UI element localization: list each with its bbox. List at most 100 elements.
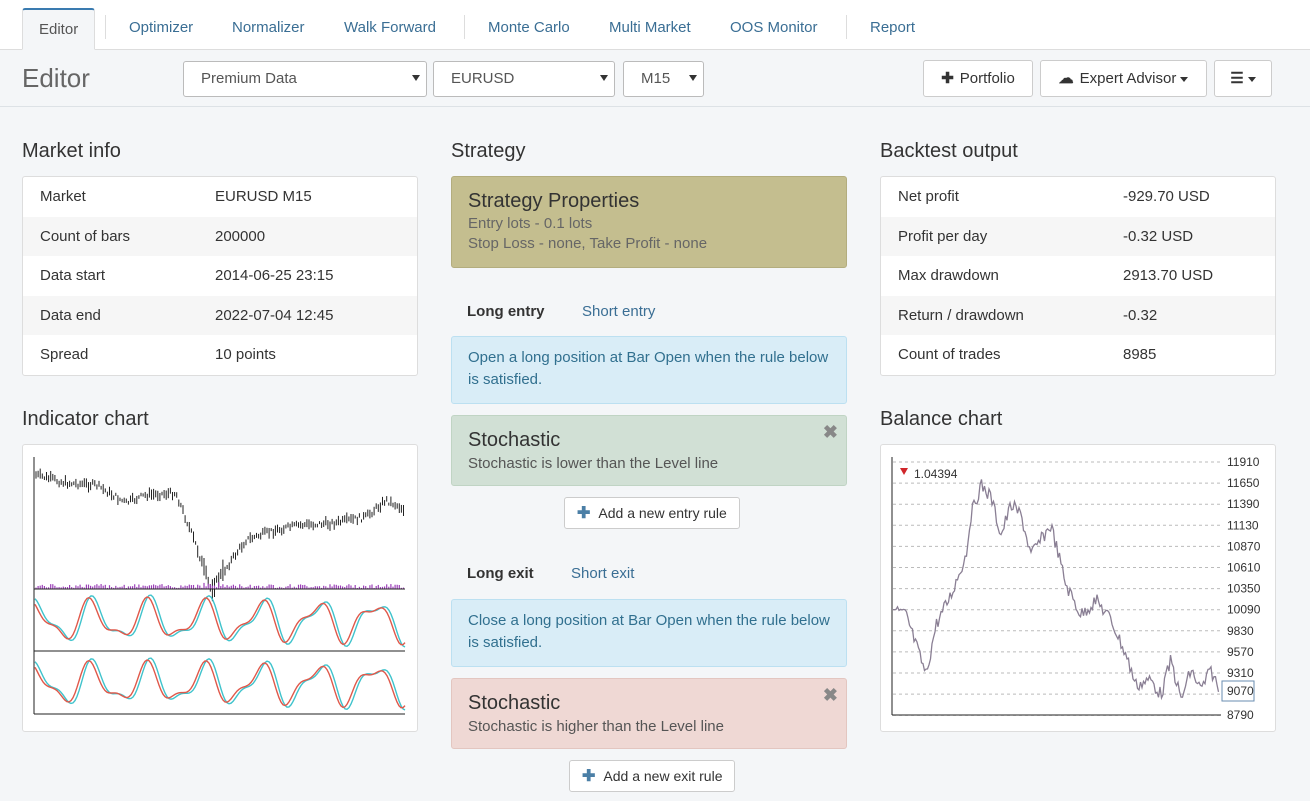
tab-divider [105, 15, 106, 39]
tab-editor[interactable]: Editor [22, 8, 96, 50]
y-tick-label: 10870 [1227, 539, 1261, 553]
close-icon[interactable]: ✖ [822, 685, 838, 705]
market-info-heading: Market info [22, 140, 121, 162]
table-row: Count of bars 200000 [23, 216, 417, 256]
data-source-select[interactable]: Premium Data [183, 61, 427, 97]
y-tick-label: 8790 [1227, 708, 1254, 722]
entry-rule-panel[interactable]: Stochastic Stochastic is lower than the … [451, 415, 847, 486]
main-nav: Editor Optimizer Normalizer Walk Forward… [0, 0, 1310, 50]
balance-chart[interactable]: 1.04394 11910 11650 11390 11130 10870 10610 10… [880, 444, 1276, 732]
current-value-box [1221, 680, 1255, 702]
plus-icon: ✚ [941, 70, 954, 87]
table-row: Profit per day -0.32 USD [881, 216, 1275, 256]
row-key: Return / drawdown [898, 306, 1024, 324]
balance-gridlines [893, 461, 1221, 716]
chevron-down-icon [1247, 76, 1256, 82]
cloud-download-icon: ☁ [1058, 70, 1074, 87]
hamburger-icon: ☰ [1230, 70, 1244, 87]
table-row: Count of trades 8985 [881, 335, 1275, 375]
tab-walk-forward[interactable]: Walk Forward [344, 19, 436, 36]
chevron-down-icon [689, 75, 697, 81]
table-row: Market EURUSD M15 [23, 177, 417, 217]
page-title: Editor [22, 63, 90, 93]
main-menu-button[interactable]: ☰ [1214, 60, 1272, 97]
entry-info-panel: Open a long position at Bar Open when th… [451, 336, 847, 404]
table-row: Data end 2022-07-04 12:45 [23, 295, 417, 335]
tab-optimizer[interactable]: Optimizer [129, 19, 194, 36]
tab-normalizer[interactable]: Normalizer [232, 19, 305, 36]
row-key: Max drawdown [898, 267, 999, 284]
entry-rule-title: Stochastic [468, 429, 561, 451]
tab-long-entry[interactable]: Long entry [467, 303, 545, 320]
row-key: Data end [40, 306, 101, 324]
row-value: -0.32 [1123, 306, 1158, 324]
expert-advisor-label: Expert Advisor [1079, 70, 1177, 87]
indicator-chart[interactable] [22, 444, 418, 732]
current-value-label: 9070 [1227, 684, 1254, 698]
row-value: 200000 [215, 227, 266, 245]
table-row: Data start 2014-06-25 23:15 [23, 256, 417, 296]
table-row: Max drawdown 2913.70 USD [881, 256, 1275, 296]
market-info-table: Market EURUSD M15 Count of bars 200000 Dat… [22, 176, 418, 376]
row-value: 8985 [1123, 346, 1157, 363]
symbol-value: EURUSD [451, 70, 515, 87]
row-value: 10 points [215, 346, 276, 363]
symbol-select[interactable]: EURUSD [433, 61, 615, 97]
chevron-down-icon [600, 75, 608, 81]
stochastic-main-line [34, 596, 406, 646]
balance-marker-value: 1.04394 [914, 467, 958, 481]
add-exit-rule-label: Add a new exit rule [603, 768, 723, 784]
exit-rule-description: Stochastic is higher than the Level line [468, 718, 724, 735]
close-icon[interactable]: ✖ [822, 422, 838, 442]
row-value: -929.70 USD [1123, 188, 1210, 205]
tab-report[interactable]: Report [870, 19, 916, 36]
row-value: -0.32 USD [1123, 227, 1194, 245]
plus-icon: ✚ [577, 505, 591, 522]
tab-oos-monitor[interactable]: OOS Monitor [730, 19, 818, 36]
balance-chart-canvas: 1.04394 11910 11650 11390 11130 10870 10610 10… [891, 455, 1261, 722]
row-key: Data start [40, 267, 106, 284]
row-value: 2913.70 USD [1123, 267, 1214, 284]
row-key: Net profit [898, 188, 959, 205]
tab-monte-carlo[interactable]: Monte Carlo [488, 19, 570, 36]
period-value: M15 [641, 70, 671, 87]
add-entry-rule-button[interactable]: ✚ Add a new entry rule [564, 497, 740, 529]
add-exit-rule-button[interactable]: ✚ Add a new exit rule [569, 760, 736, 792]
exit-info-text: Close a long position at Bar Open when t… [468, 612, 830, 651]
row-key: Profit per day [898, 227, 988, 245]
tab-divider [464, 15, 465, 39]
tab-multi-market[interactable]: Multi Market [609, 19, 691, 36]
y-tick-label: 11130 [1227, 518, 1259, 532]
tab-short-exit[interactable]: Short exit [571, 565, 635, 582]
volume-bars [35, 582, 405, 589]
row-value: 2014-06-25 23:15 [215, 267, 334, 284]
backtest-heading: Backtest output [880, 140, 1018, 162]
triangle-down-icon [900, 468, 908, 475]
expert-advisor-button[interactable]: ☁ Expert Advisor [1040, 60, 1207, 97]
balance-y-ticks: 11910 11650 11390 11130 10870 10610 10350 10090… [1227, 455, 1261, 722]
y-tick-label: 11390 [1227, 497, 1260, 511]
y-tick-label: 10090 [1227, 603, 1261, 617]
tab-long-exit[interactable]: Long exit [467, 565, 534, 582]
exit-info-panel: Close a long position at Bar Open when t… [451, 599, 847, 667]
portfolio-button[interactable]: ✚ Portfolio [923, 60, 1033, 97]
chevron-down-icon [1180, 76, 1189, 82]
tab-short-entry[interactable]: Short entry [582, 303, 656, 320]
y-tick-label: 11910 [1227, 455, 1260, 469]
balance-line [892, 479, 1220, 701]
exit-rule-title: Stochastic [468, 692, 561, 714]
toolbar: Editor Premium Data EURUSD M15 ✚ Portfoli… [0, 50, 1310, 107]
tab-divider [846, 15, 847, 39]
stochastic-signal-line [34, 657, 406, 711]
row-key: Spread [40, 346, 89, 363]
price-bars [35, 468, 404, 602]
exit-rule-panel[interactable]: Stochastic Stochastic is higher than the… [451, 678, 847, 749]
table-row: Return / drawdown -0.32 [881, 295, 1275, 335]
balance-chart-heading: Balance chart [880, 408, 1003, 430]
row-value: 2022-07-04 12:45 [215, 306, 334, 324]
y-tick-label: 10610 [1227, 561, 1261, 575]
period-select[interactable]: M15 [623, 61, 704, 97]
strategy-properties-panel[interactable]: Strategy Properties Entry lots - 0.1 lot… [451, 176, 847, 268]
entry-rule-description: Stochastic is lower than the Level line [468, 455, 719, 472]
stochastic-main-line [34, 659, 406, 709]
